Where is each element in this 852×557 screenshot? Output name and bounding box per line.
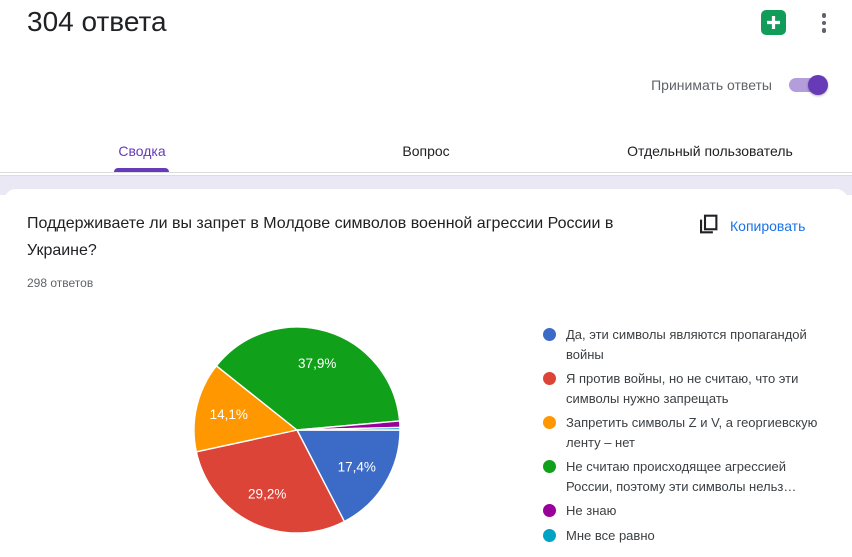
question-title: Поддерживаете ли вы запрет в Молдове сим…: [27, 215, 614, 259]
tab-bar: Сводка Вопрос Отдельный пользователь: [0, 130, 852, 172]
legend-item: Я против войны, но не считаю, что эти си…: [543, 369, 843, 408]
pie-slice-label: 37,9%: [298, 356, 336, 371]
accepting-responses-toggle[interactable]: [789, 75, 828, 95]
legend-item-label: Не считаю происходящее агрессией России,…: [566, 459, 797, 494]
pie-slice: [296, 426, 401, 431]
pie-slice: [295, 429, 401, 523]
accepting-responses-label: Принимать ответы: [651, 77, 772, 93]
create-spreadsheet-button[interactable]: [760, 9, 787, 36]
legend-item: Запретить символы Z и V, а георгиевскую …: [543, 413, 843, 452]
question-card: [4, 189, 848, 557]
legend-item-label: Мне все равно: [566, 527, 655, 543]
copy-icon: [698, 213, 719, 238]
page-title: 304 ответа: [27, 6, 167, 37]
copy-button-label: Копировать: [730, 217, 806, 234]
copy-button[interactable]: Копировать: [694, 209, 809, 242]
legend-color-dot: [543, 504, 556, 517]
pie-slice: [195, 429, 346, 534]
more-options-button[interactable]: [810, 8, 838, 38]
response-count: 298 ответов: [27, 276, 94, 290]
chart-legend: Да, эти символы являются пропагандой вой…: [543, 325, 843, 550]
tab-question[interactable]: Вопрос: [284, 130, 568, 172]
spreadsheet-icon: [760, 10, 787, 39]
pie-slice-label: 17,4%: [338, 459, 376, 474]
legend-item: Не знаю: [543, 501, 843, 521]
pie-slice: [215, 326, 401, 431]
pie-slice: [193, 364, 299, 453]
legend-item: Да, эти символы являются пропагандой вой…: [543, 325, 843, 364]
legend-color-dot: [543, 372, 556, 385]
tab-bar-divider: [0, 172, 852, 173]
legend-item-label: Не знаю: [566, 503, 617, 518]
pie-slice-label: 29,2%: [248, 486, 286, 501]
legend-color-dot: [543, 328, 556, 341]
legend-color-dot: [543, 528, 556, 542]
tab-summary[interactable]: Сводка: [0, 130, 284, 172]
accepting-responses-row: Принимать ответы: [651, 75, 828, 95]
legend-item: Мне все равно: [543, 526, 843, 546]
tab-individual[interactable]: Отдельный пользователь: [568, 130, 852, 172]
pie-slice-label: 14,1%: [210, 407, 248, 422]
legend-color-dot: [543, 416, 556, 429]
legend-item: Не считаю происходящее агрессией России,…: [543, 457, 843, 496]
legend-item-label: Запретить символы Z и V, а георгиевскую …: [566, 415, 818, 450]
legend-color-dot: [543, 460, 556, 473]
active-tab-indicator: [114, 168, 169, 172]
legend-item-label: Я против войны, но не считаю, что эти си…: [566, 371, 799, 406]
toggle-thumb: [808, 75, 828, 95]
pie-chart: 17,4% 29,2% 14,1% 37,9%: [175, 317, 425, 552]
legend-item-label: Да, эти символы являются пропагандой вой…: [566, 327, 807, 362]
